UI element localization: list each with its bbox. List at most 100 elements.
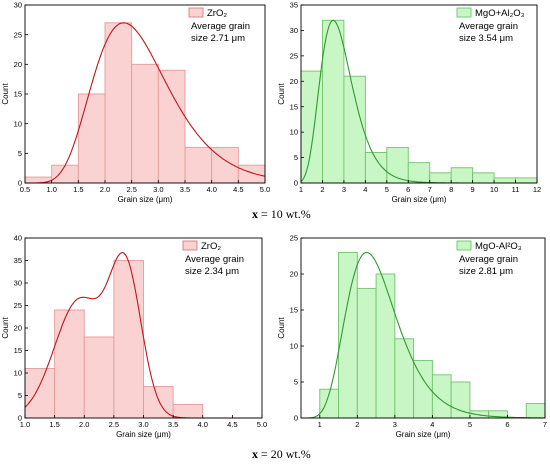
x-tick-label-8: 8 <box>449 185 453 194</box>
x-tick-label-3: 3 <box>342 185 346 194</box>
bars <box>300 19 538 184</box>
legend-line-1: Average grain <box>459 21 518 32</box>
plot-frame <box>300 4 538 184</box>
x-tick-label-2: 1.5 <box>49 420 59 429</box>
legend-line-1: Average grain <box>185 254 244 265</box>
legend-line-2: size 3.54 μm <box>459 33 513 44</box>
bars <box>24 260 204 419</box>
x-tick-label-7: 7 <box>543 420 547 429</box>
legend-swatch <box>182 240 198 251</box>
plot-frame <box>300 237 546 419</box>
x-tick-label-6: 3.5 <box>168 420 178 429</box>
y-tick-label-3: 10 <box>14 119 22 128</box>
bar-4 <box>113 260 144 419</box>
x-tick-label-4: 4 <box>430 420 434 429</box>
panel-bottom-right: 1 2 3 4 5 6 7 0 5 10 15 20 25 Grain size (μm) Count MgO… <box>277 234 547 439</box>
bar-4 <box>364 152 388 184</box>
x-axis-title: Grain size (μm) <box>118 195 173 204</box>
legend-line-1: Average grain <box>191 21 250 32</box>
x-tick-label-10: 5.0 <box>260 185 270 194</box>
y-tick-label-4: 15 <box>14 346 22 355</box>
bar-4 <box>375 273 396 419</box>
y-tick-label-2: 5 <box>18 149 22 158</box>
y-tick-label-5: 20 <box>14 324 22 333</box>
fit-curve <box>301 251 545 419</box>
x-tick-label-6: 6 <box>406 185 410 194</box>
y-tick-label-1: 0 <box>18 179 22 188</box>
bar-12 <box>525 403 546 419</box>
bars <box>24 22 266 184</box>
bar-5 <box>394 338 415 419</box>
bar-3 <box>83 336 115 419</box>
bar-3 <box>343 75 366 184</box>
bar-11 <box>515 177 538 184</box>
x-tick-label-9: 9 <box>471 185 475 194</box>
legend-series-label: ZrO₂ <box>207 8 227 19</box>
y-tick-label-2: 5 <box>18 391 22 400</box>
bar-7 <box>429 172 452 184</box>
bar-8 <box>450 167 474 184</box>
x-tick-label-5: 5 <box>468 420 472 429</box>
legend-line-1: Average grain <box>459 254 518 265</box>
x-tick-label-10: 10 <box>490 185 498 194</box>
legend-swatch <box>188 7 204 18</box>
y-tick-label-5: 20 <box>290 77 298 86</box>
bar-3 <box>77 93 106 184</box>
bar-2 <box>54 309 85 419</box>
x-tick-label-1: 1 <box>299 185 303 194</box>
y-tick-label-5: 20 <box>290 270 298 279</box>
y-tick-label-4: 15 <box>290 306 298 315</box>
bar-7 <box>184 146 213 184</box>
bar-6 <box>172 404 204 419</box>
y-tick-label-6: 25 <box>290 234 298 243</box>
bar-9 <box>237 164 266 184</box>
caption-bottom-text: = 20 wt.% <box>258 447 311 461</box>
legend-line-2: size 2.81 μm <box>459 266 513 277</box>
x-tick-label-3: 2.0 <box>79 420 89 429</box>
bar-5 <box>143 386 174 419</box>
y-tick-label-3: 10 <box>290 342 298 351</box>
x-tick-label-7: 3.5 <box>180 185 190 194</box>
x-axis-title: Grain size (μm) <box>116 430 171 439</box>
y-tick-label-3: 10 <box>290 128 298 137</box>
caption-bottom: x = 20 wt.% <box>252 447 311 461</box>
y-axis-title: Count <box>277 317 286 339</box>
y-axis-title: Count <box>1 317 10 339</box>
bar-7 <box>431 374 452 419</box>
y-tick-label-2: 5 <box>294 378 298 387</box>
bar-3 <box>356 287 377 419</box>
x-tick-label-6: 3.0 <box>153 185 163 194</box>
x-tick-label-3: 1.5 <box>73 185 83 194</box>
bar-2 <box>322 19 345 184</box>
legend-series-label: MgO+Al₂O₃ <box>475 8 525 19</box>
legend-swatch <box>456 240 472 251</box>
x-tick-label-1: 1.0 <box>20 420 30 429</box>
y-tick-label-4: 15 <box>290 102 298 111</box>
x-tick-label-7: 4.0 <box>198 420 208 429</box>
x-tick-label-9: 4.5 <box>233 185 243 194</box>
x-axis-title: Grain size (μm) <box>396 430 451 439</box>
bar-4 <box>104 22 133 184</box>
y-axis-title: Count <box>277 83 286 105</box>
x-tick-label-9: 5.0 <box>257 420 267 429</box>
bar-1 <box>24 368 56 419</box>
x-tick-label-2: 2 <box>320 185 324 194</box>
y-tick-label-3: 10 <box>14 369 22 378</box>
panel-top-left: 0.5 1.0 1.5 2.0 2.5 3.0 3.5 4.0 4.5 5.0 0 5 10 15 20 25… <box>1 1 270 204</box>
y-tick-label-2: 5 <box>294 153 298 162</box>
caption-top-symbol: x <box>252 207 258 221</box>
x-tick-label-8: 4.5 <box>227 420 237 429</box>
legend-line-2: size 2.71 μm <box>191 33 245 44</box>
x-tick-label-4: 2.0 <box>100 185 110 194</box>
x-tick-label-11: 11 <box>512 185 520 194</box>
bar-2 <box>51 164 79 184</box>
bar-10 <box>493 177 516 184</box>
caption-top: x = 10 wt.% <box>252 207 311 221</box>
legend-line-2: size 2.34 μm <box>185 266 239 277</box>
x-tick-label-2: 2 <box>355 420 359 429</box>
x-tick-label-8: 4.0 <box>206 185 216 194</box>
